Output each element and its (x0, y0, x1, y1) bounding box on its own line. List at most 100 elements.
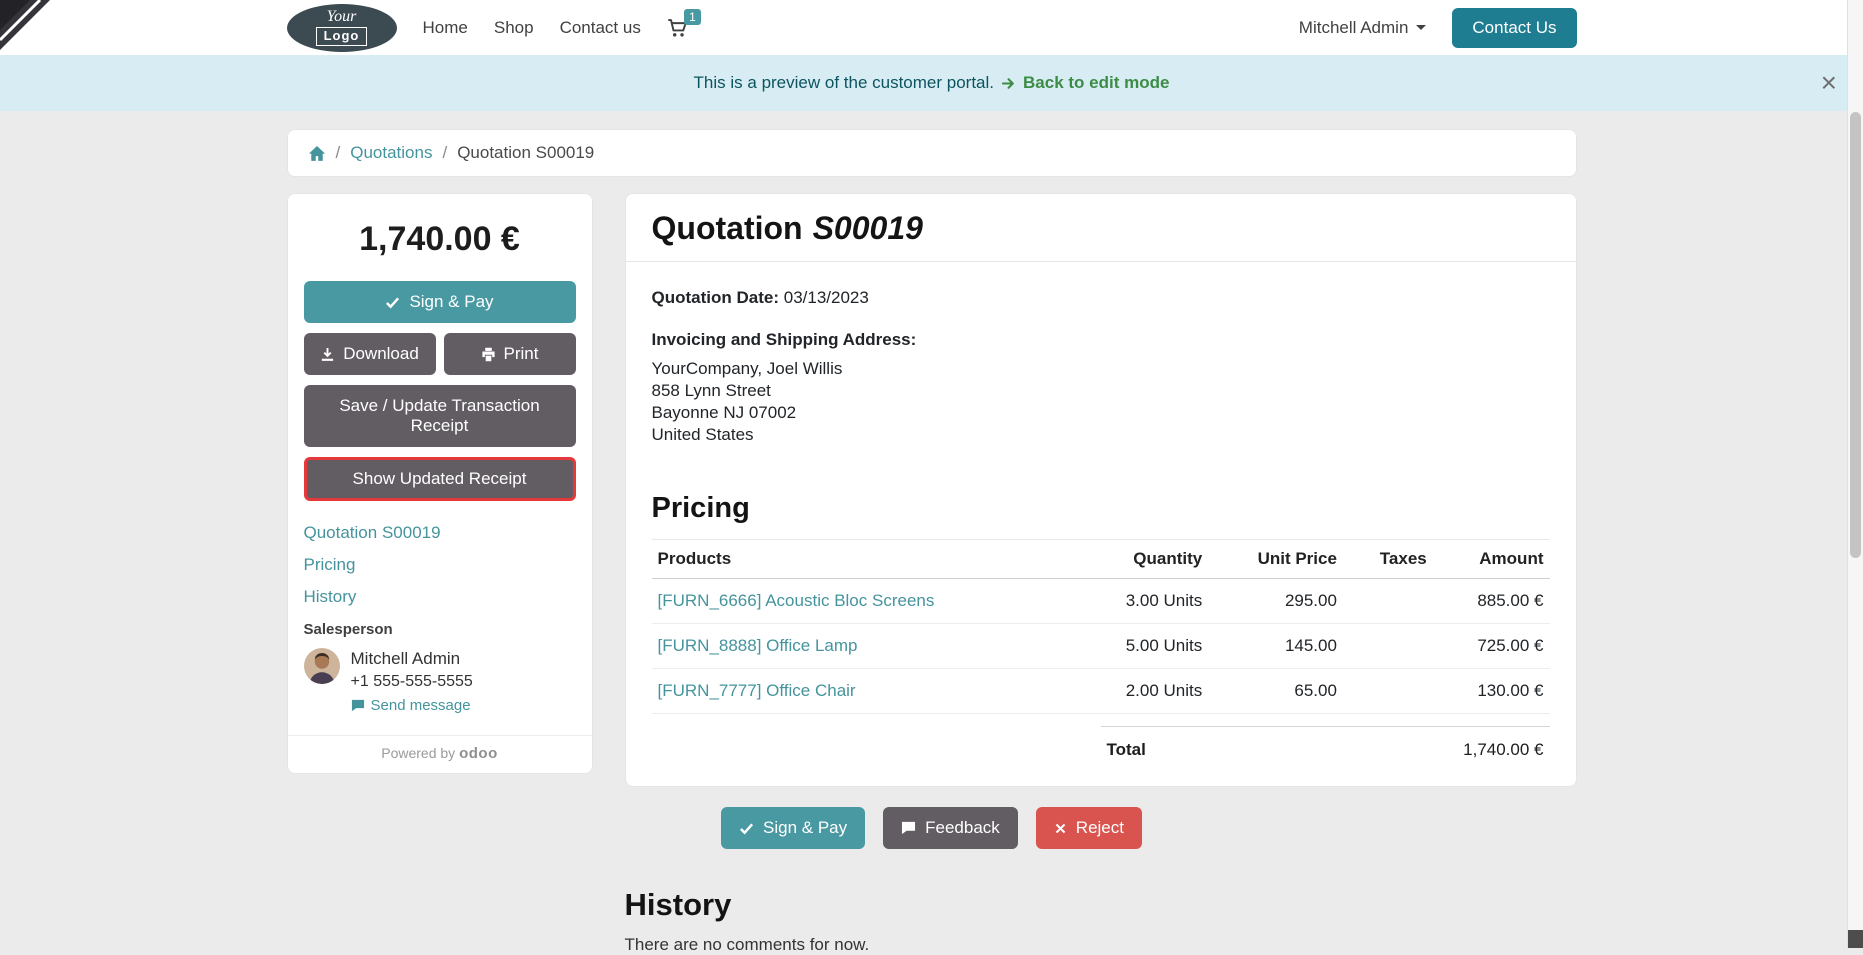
preview-banner: This is a preview of the customer portal… (0, 55, 1863, 111)
address-block: YourCompany, Joel Willis 858 Lynn Street… (652, 358, 1550, 446)
check-icon (739, 821, 754, 836)
avatar (303, 648, 340, 684)
back-to-edit-label: Back to edit mode (1023, 73, 1170, 92)
document-actions: Sign & Pay Feedback Reject (287, 807, 1577, 850)
breadcrumb-separator: / (442, 143, 448, 162)
salesperson-label: Salesperson (303, 621, 393, 638)
save-update-receipt-button[interactable]: Save / Update Transaction Receipt (303, 385, 576, 447)
comment-icon (901, 821, 916, 835)
nav-item-home[interactable]: Home (422, 17, 468, 37)
table-row: [FURN_6666] Acoustic Bloc Screens 3.00 U… (651, 578, 1550, 625)
download-icon (320, 347, 335, 362)
quotation-date-label: Quotation Date: (651, 288, 780, 307)
product-link[interactable]: [FURN_6666] Acoustic Bloc Screens (657, 591, 935, 611)
nav-item-contact-us[interactable]: Contact us (559, 17, 641, 37)
print-label: Print (503, 344, 539, 363)
breadcrumb-current: Quotation S00019 (457, 143, 595, 162)
navbar-right: Mitchell Admin Contact Us (1299, 7, 1577, 48)
sign-pay-bottom-button[interactable]: Sign & Pay (721, 807, 866, 850)
sign-pay-button[interactable]: Sign & Pay (303, 281, 576, 323)
total-amount: 1,740.00 € (1463, 740, 1544, 760)
cart-button[interactable]: 1 (667, 8, 701, 38)
document-number: S00019 (812, 210, 923, 246)
nav-item-shop[interactable]: Shop (493, 17, 534, 37)
contact-us-button[interactable]: Contact Us (1452, 7, 1577, 48)
corner-ribbon (0, 0, 50, 55)
scrollbar[interactable] (1847, 0, 1863, 948)
show-receipt-label: Show Updated Receipt (352, 469, 527, 488)
amount-cell: 725.00 € (1432, 623, 1550, 670)
pricing-heading: Pricing (651, 492, 750, 525)
history-empty-text: There are no comments for now. (624, 935, 870, 955)
reject-button[interactable]: Reject (1035, 807, 1142, 850)
unit-price-cell: 295.00 (1208, 578, 1343, 625)
download-button[interactable]: Download (303, 333, 436, 375)
odoo-logo[interactable]: odoo (459, 745, 498, 763)
sidebar-link-quotation[interactable]: Quotation S00019 (303, 523, 441, 542)
column-header-unit-price: Unit Price (1208, 539, 1343, 580)
quotation-amount: 1,740.00 € (359, 220, 520, 258)
quantity-cell: 2.00 Units (1046, 668, 1209, 715)
sidebar: 1,740.00 € Sign & Pay (286, 193, 593, 775)
download-label: Download (343, 344, 419, 363)
salesperson-name: Mitchell Admin (350, 649, 461, 668)
product-link[interactable]: [FURN_7777] Office Chair (657, 681, 856, 701)
cart-icon (667, 18, 689, 38)
column-header-amount: Amount (1432, 539, 1550, 580)
breadcrumb: / Quotations / Quotation S00019 (286, 129, 1577, 177)
send-message-label: Send message (370, 696, 471, 714)
unit-price-cell: 145.00 (1208, 623, 1343, 670)
back-to-edit-link[interactable]: Back to edit mode (1002, 73, 1169, 93)
history-section: History There are no comments for now. (625, 887, 1577, 955)
logo-text-logo: Logo (315, 27, 368, 46)
send-message-link[interactable]: Send message (351, 696, 471, 716)
comment-icon (351, 699, 365, 712)
document-title: Quotation (651, 210, 803, 246)
close-icon[interactable]: × (1820, 67, 1837, 98)
show-updated-receipt-button[interactable]: Show Updated Receipt (303, 457, 576, 501)
salesperson-phone: +1 555-555-5555 (350, 672, 473, 690)
feedback-button[interactable]: Feedback (883, 807, 1018, 850)
address-label: Invoicing and Shipping Address: (651, 330, 917, 349)
quotation-date-value: 03/13/2023 (783, 288, 869, 307)
address-line: United States (651, 425, 754, 445)
banner-text: This is a preview of the customer portal… (693, 73, 995, 92)
arrow-right-icon (1002, 76, 1017, 91)
pricing-table: Products Quantity Unit Price Taxes Amoun… (651, 539, 1550, 715)
breadcrumb-quotations[interactable]: Quotations (350, 143, 433, 162)
home-icon[interactable] (308, 145, 326, 162)
logo[interactable]: Your Logo (286, 3, 397, 52)
address-line: 858 Lynn Street (651, 381, 771, 401)
navbar: Your Logo Home Shop Contact us 1 Mitchel (0, 0, 1863, 55)
column-header-quantity: Quantity (1046, 539, 1209, 580)
taxes-cell (1342, 578, 1433, 625)
reject-label: Reject (1075, 818, 1124, 838)
scrollbar-thumb[interactable] (1850, 112, 1861, 558)
taxes-cell (1342, 623, 1433, 670)
address-line: YourCompany, Joel Willis (651, 359, 843, 378)
sidebar-links: Quotation S00019 Pricing History (304, 523, 576, 607)
taxes-cell (1342, 668, 1433, 715)
breadcrumb-separator: / (335, 143, 341, 162)
unit-price-cell: 65.00 (1208, 668, 1343, 715)
check-icon (385, 295, 400, 310)
column-header-products: Products (651, 539, 1047, 580)
sign-pay-bottom-label: Sign & Pay (763, 818, 848, 838)
feedback-label: Feedback (925, 818, 1000, 838)
product-link[interactable]: [FURN_8888] Office Lamp (657, 636, 858, 656)
salesperson-block: Mitchell Admin +1 555-555-5555 Send mess… (303, 648, 576, 719)
total-row: Total 1,740.00 € (1100, 726, 1550, 760)
cart-badge: 1 (684, 8, 701, 25)
column-header-taxes: Taxes (1342, 539, 1433, 580)
quotation-document: Quotation S00019 Quotation Date: 03/13/20… (624, 193, 1577, 788)
logo-text-your: Your (326, 8, 357, 26)
user-menu[interactable]: Mitchell Admin (1299, 18, 1427, 38)
powered-by-label: Powered by (381, 745, 456, 762)
table-row: [FURN_7777] Office Chair 2.00 Units 65.0… (651, 668, 1550, 715)
chevron-down-icon (1416, 25, 1427, 30)
sidebar-link-pricing[interactable]: Pricing (303, 555, 356, 574)
sign-pay-label: Sign & Pay (409, 292, 494, 311)
print-button[interactable]: Print (443, 333, 576, 375)
print-icon (481, 347, 496, 362)
sidebar-link-history[interactable]: History (303, 587, 357, 606)
